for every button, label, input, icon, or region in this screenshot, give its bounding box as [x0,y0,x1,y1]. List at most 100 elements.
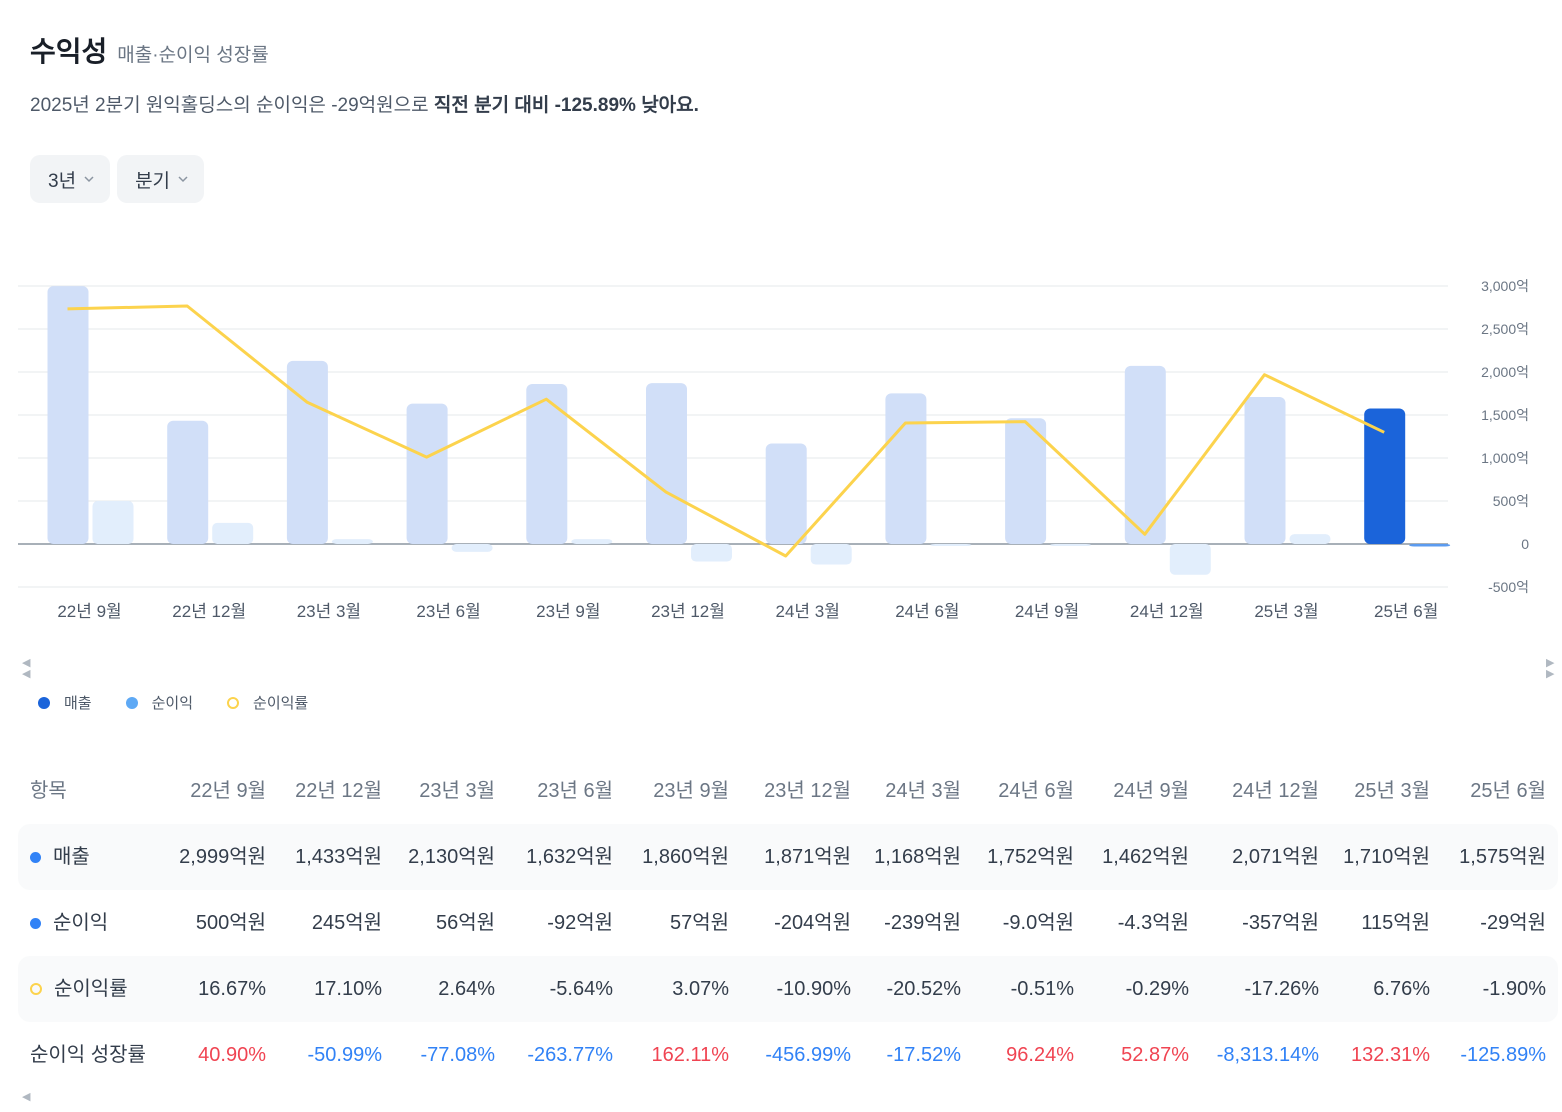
revenue-bar [406,403,448,544]
revenue-bar [286,360,328,544]
revenue-bar [1244,396,1286,544]
net-income-bar [1050,544,1092,546]
net-margin-line [67,304,1385,558]
net-income-bar [1169,544,1211,575]
filter-bar: 3년 분기 [30,155,205,203]
legend-revenue[interactable]: 매출 [38,692,92,713]
x-tick-label: 24년 12월 [1130,602,1204,621]
table-cell: -20.52% [886,978,962,1000]
table-row: 순이익 성장률 40.90% -50.99% -77.08% -263.77% 162.1… [18,1022,1558,1088]
table-row-label: 순이익률 [30,956,128,1022]
revenue-bar [1364,408,1406,544]
section-header: 수익성 매출·순이익 성장률 [30,30,269,70]
table-header-label: 항목 [30,780,67,802]
scroll-right-icon[interactable]: ▶ ▶ [1546,657,1555,680]
revenue-bar [885,393,927,544]
table-column-header: 24년 3월 [885,780,961,802]
revenue-dot-icon [38,696,50,709]
net-income-bar [1289,534,1331,544]
table-cell: 2.64% [438,978,495,1000]
table-cell: -92억원 [547,912,613,934]
net-income-bar [930,544,972,546]
table-row-label: 순이익 [30,890,108,956]
net-income-bar [571,539,613,544]
table-cell: -204억원 [774,912,851,934]
x-tick-label: 22년 9월 [57,602,121,621]
table-cell: 56억원 [435,912,495,934]
table-cell: -0.29% [1125,978,1189,1000]
table-cell: 245억원 [311,912,382,934]
revenue-bar [47,286,89,544]
table-cell: 1,860억원 [642,846,729,868]
table-cell: 16.67% [198,978,266,1000]
table-cell: 57억원 [669,912,729,934]
legend-net-margin[interactable]: 순이익률 [227,692,308,713]
table-cell: -77.08% [420,1044,496,1066]
net-income-bar [810,544,852,565]
table-cell: 52.87% [1121,1044,1189,1066]
y-tick-label: 1,500억 [1481,407,1529,423]
table-cell: -1.90% [1482,978,1546,1000]
table-cell: 1,710억원 [1343,846,1430,868]
row-dot-icon [30,851,41,863]
table-cell: 1,752억원 [987,846,1074,868]
table-cell: 1,462억원 [1102,846,1189,868]
table-cell: -456.99% [765,1044,851,1066]
table-cell: 1,575억원 [1459,846,1546,868]
table-cell: 6.76% [1373,978,1430,1000]
legend-net-margin-label: 순이익률 [253,695,309,712]
revenue-bar [526,384,568,544]
table-cell: -10.90% [776,978,852,1000]
table-cell: 2,999억원 [179,846,266,868]
table-row-label-text: 순이익 [53,912,109,934]
period-dropdown[interactable]: 3년 [30,155,111,203]
chevron-down-icon [178,176,188,183]
table-column-header: 24년 6월 [998,780,1074,802]
table-column-header: 23년 12월 [764,780,851,802]
table-row-label: 순이익 성장률 [30,1022,146,1088]
table-cell: -5.64% [549,978,613,1000]
scroll-left-icon[interactable]: ◀ ◀ [22,657,31,680]
x-tick-label: 24년 3월 [776,602,840,621]
table-cell: 1,433억원 [295,846,382,868]
summary-text: 2025년 2분기 원익홀딩스의 순이익은 -29억원으로 직전 분기 대비 -… [30,90,699,117]
table-cell: 2,130억원 [408,846,495,868]
revenue-bar [646,383,687,544]
table-column-header: 25년 3월 [1354,780,1430,802]
revenue-bar [1124,365,1166,544]
x-tick-label: 25년 3월 [1254,602,1318,621]
table-cell: 96.24% [1006,1044,1074,1066]
revenue-bar [1005,418,1047,544]
table-cell: 40.90% [198,1044,266,1066]
net-income-dot-icon [125,696,138,709]
net-income-bar [691,544,732,562]
legend-net-income[interactable]: 순이익 [125,692,193,713]
table-column-header: 24년 12월 [1232,780,1319,802]
x-tick-label: 24년 6월 [895,602,959,621]
summary-highlight: 직전 분기 대비 -125.89% 낮아요. [433,95,699,116]
revenue-bar [167,420,209,544]
financial-table: 항목 22년 9월 22년 12월 23년 3월 23년 6월 23년 9월 23년 12월… [18,758,1558,1088]
x-tick-label: 23년 12월 [651,602,725,621]
table-cell: 2,071억원 [1232,846,1319,868]
chart-legend: 매출 순이익 순이익률 [38,692,308,713]
table-cell: 500억원 [195,912,266,934]
x-tick-label: 25년 6월 [1374,602,1438,621]
table-cell: -125.89% [1460,1044,1546,1066]
net-income-bar [1409,544,1451,547]
table-scroll-left-icon[interactable]: ◀ [22,1091,31,1103]
table-column-header: 25년 6월 [1470,780,1546,802]
table-row-label: 매출 [30,824,90,890]
x-tick-label: 23년 3월 [297,602,361,621]
y-tick-label: 2,500억 [1481,321,1529,337]
table-cell: 1,632억원 [526,846,613,868]
y-tick-label: 500억 [1493,493,1529,509]
table-column-header: 22년 9월 [190,780,266,802]
table-cell: -8,313.14% [1216,1044,1319,1066]
table-cell: 115억원 [1361,912,1430,934]
unit-dropdown[interactable]: 분기 [117,155,205,203]
section-title: 수익성 [30,36,108,67]
y-tick-label: 3,000억 [1481,278,1529,294]
table-cell: 1,168억원 [874,846,961,868]
table-cell: -17.26% [1244,978,1320,1000]
